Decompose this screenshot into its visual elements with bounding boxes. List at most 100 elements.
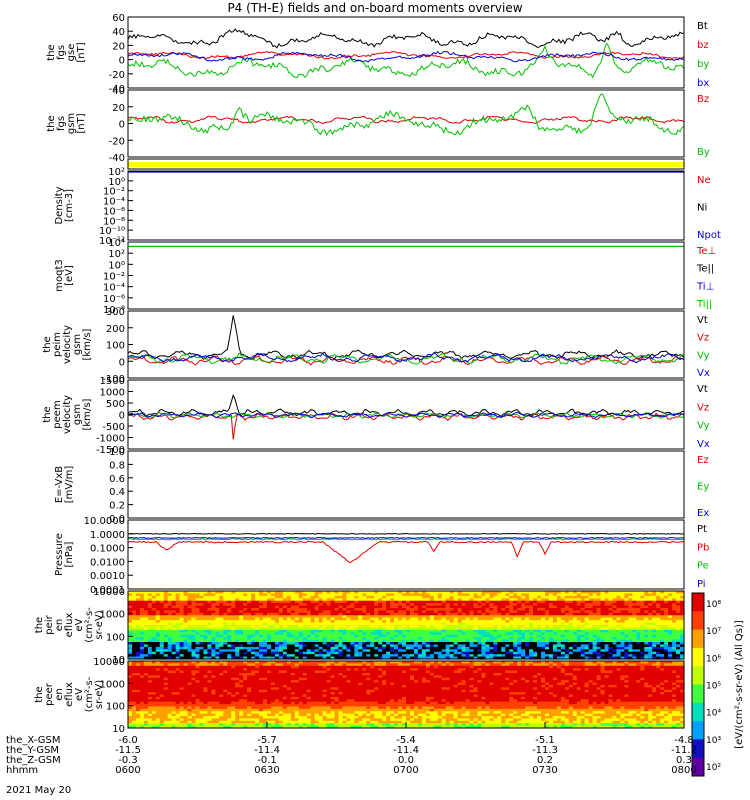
x-tick-label: -11.2 <box>671 745 697 756</box>
plot-title: P4 (TH-E) fields and on-board moments ov… <box>227 1 523 15</box>
legend-p5-Te⊥: Te⊥ <box>696 246 716 257</box>
legend-p5-Ti||: Ti|| <box>696 299 712 310</box>
x-tick-label: -11.5 <box>115 745 141 756</box>
colorbar-frame <box>691 592 705 777</box>
y-axis-label-p10: sr-eV) <box>94 610 105 639</box>
y-axis-label-p2: the <box>46 115 57 131</box>
x-tick-label: -11.3 <box>532 745 558 756</box>
y-tick-label-p1: 0 <box>119 56 125 67</box>
colorbar-tick-label: 10⁵ <box>706 682 721 692</box>
y-axis-label-p10: (cm²-s- <box>84 607 95 643</box>
y-tick-label-p7: -500 <box>102 422 125 433</box>
y-axis-label-p6: velocity <box>62 325 73 364</box>
y-tick-label-p7: 1500 <box>100 376 125 387</box>
y-axis-label-p10: peir <box>44 614 55 634</box>
y-axis-label-p7: velocity <box>62 395 73 434</box>
y-tick-label-p7: 0 <box>119 411 125 422</box>
panel-frame-p2 <box>127 89 685 158</box>
y-tick-label-p6: 100 <box>106 341 125 352</box>
x-tick-label: -11.4 <box>393 745 419 756</box>
legend-p6-Vt: Vt <box>697 315 708 326</box>
panel-frame-p1 <box>127 16 685 89</box>
series-line-p7-Vt <box>127 393 684 418</box>
colorbar: 10⁸ 10⁷ 10⁶ 10⁵ 10⁴ 10³ 10² [eV/(cm²-s-sr-eV) (… <box>691 592 745 777</box>
y-axis-label-p11: (cm²-s- <box>84 676 95 712</box>
y-tick-label-p5: 10⁴ <box>108 238 125 249</box>
colorbar-tick-label: 10² <box>706 763 721 773</box>
x-tick-label: -5.4 <box>396 735 416 746</box>
y-tick-label-p6: 200 <box>106 324 125 335</box>
y-tick-label-p5: 10⁻⁸ <box>103 305 125 316</box>
y-axis-label-p11: peer <box>44 682 55 706</box>
y-tick-label-p9: 10.0000 <box>84 516 125 527</box>
legend-p7-Vx: Vx <box>697 439 710 450</box>
series-line-p9-Pi <box>127 536 685 539</box>
y-tick-label-p5: 10⁻⁶ <box>103 294 125 305</box>
y-tick-label-p9: 1.0000 <box>90 530 125 541</box>
y-axis-label-p7: the <box>42 406 53 422</box>
series-line-p7-Vx <box>127 411 685 419</box>
y-tick-label-p8: 0.4 <box>109 487 125 498</box>
y-axis-label-p2: gsm <box>66 113 77 134</box>
x-tick-label: -6.0 <box>118 735 138 746</box>
legend-p8-Ey: Ey <box>697 482 709 493</box>
y-tick-label-p4: 10⁻⁶ <box>103 206 125 217</box>
y-axis-label-p10: en <box>54 619 65 632</box>
panel-frame-p5 <box>127 241 685 310</box>
x-axis-row-label: the_Z-GSM <box>6 755 61 766</box>
legend-p8-Ex: Ex <box>697 508 709 519</box>
x-tick-label: 0.0 <box>398 755 414 766</box>
legend-p6-Vy: Vy <box>697 350 710 361</box>
series-line-p2-Bz <box>127 115 685 125</box>
panel-frame-p9 <box>127 519 685 590</box>
y-tick-label-p8: 0.8 <box>109 460 125 471</box>
y-tick-label-p6: 0 <box>119 357 125 368</box>
y-tick-label-p2: -20 <box>109 136 125 147</box>
series-line-p6-Vx <box>127 352 685 364</box>
y-tick-label-p10: 100 <box>106 632 125 643</box>
y-tick-label-p10: 10 <box>112 655 125 666</box>
legend-p7-Vy: Vy <box>697 421 710 432</box>
x-tick-label: -0.1 <box>257 755 277 766</box>
y-tick-label-p1: 20 <box>112 41 125 52</box>
y-tick-label-p5: 10⁻² <box>103 272 125 283</box>
ion-spectrogram <box>128 591 685 660</box>
y-axis-label-p4: Density <box>54 186 65 224</box>
y-axis-label-p1: the <box>46 44 57 60</box>
legend-p2-By: By <box>697 147 710 158</box>
y-tick-label-p10: 1000 <box>100 610 125 621</box>
y-tick-label-p9: 0.1000 <box>90 544 125 555</box>
y-tick-label-p2: -40 <box>109 153 125 164</box>
y-axis-label-p11: sr-eV) <box>94 680 105 709</box>
y-tick-label-p5: 10⁻⁴ <box>103 283 125 294</box>
legend-p4-Ne: Ne <box>697 175 711 186</box>
series-line-p9-Pb <box>127 540 685 564</box>
legend-p1-bz: bz <box>697 40 709 51</box>
y-tick-label-p9: 0.0001 <box>90 585 125 596</box>
y-tick-label-p4: 10² <box>108 167 125 178</box>
y-tick-label-p2: 0 <box>119 120 125 131</box>
legend-p9-Pt: Pt <box>697 524 707 535</box>
x-axis-row-label: hhmm <box>6 765 38 776</box>
x-tick-label: 0600 <box>115 765 140 776</box>
series-line-p9-Pt <box>127 532 685 535</box>
y-tick-label-p7: -1000 <box>96 434 125 445</box>
legend-p8-Ez: Ez <box>697 455 709 466</box>
y-axis-label-p11: eflux <box>64 682 75 707</box>
data-quality-bar <box>128 162 684 167</box>
y-tick-label-p6: -100 <box>102 374 125 385</box>
y-axis-label-p11: eV <box>74 688 85 701</box>
panel-frame-p6 <box>127 310 685 379</box>
y-axis-label-p6: the <box>42 336 53 352</box>
y-axis-label-p7: [km/s] <box>82 398 93 430</box>
y-tick-label-p6: 300 <box>106 307 125 318</box>
electron-spectrogram <box>128 661 685 729</box>
x-tick-label: 0630 <box>254 765 279 776</box>
y-axis-label-p10: eV <box>74 618 85 631</box>
y-tick-label-p4: 10⁻¹² <box>99 236 125 247</box>
y-axis-label-p2: fgs <box>56 116 67 131</box>
colorbar-tick-label: 10⁶ <box>706 654 721 664</box>
y-tick-label-p1: -40 <box>109 84 125 95</box>
y-tick-label-p7: 1000 <box>100 388 125 399</box>
